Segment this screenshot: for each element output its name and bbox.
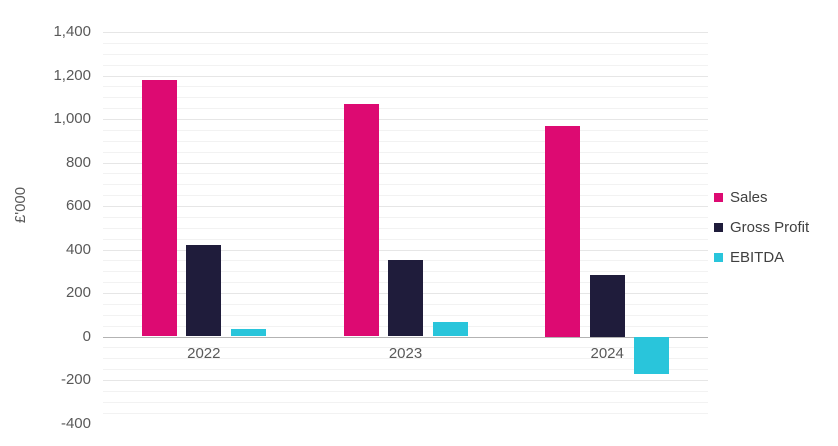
y-axis-tick-label-1-400: 1,400 [53, 23, 91, 40]
legend-item-gross-profit[interactable]: Gross Profit [714, 212, 809, 242]
minor-gridline--250 [103, 390, 708, 392]
minor-gridline--150 [103, 369, 708, 371]
legend-item-sales[interactable]: Sales [714, 182, 809, 212]
x-axis-label-2023: 2023 [388, 344, 423, 362]
minor-gridline-1100 [103, 97, 708, 99]
bar-sales-2023[interactable] [343, 103, 379, 337]
minor-gridline-700 [103, 184, 708, 186]
legend-label-ebitda: EBITDA [730, 248, 785, 266]
minor-gridline-650 [103, 195, 708, 197]
y-axis-tick-label-1-000: 1,000 [53, 110, 91, 127]
legend-item-ebitda[interactable]: EBITDA [714, 242, 809, 272]
y-axis-tick-label-400: 400 [65, 240, 91, 258]
minor-gridline--350 [103, 412, 708, 414]
legend: Sales Gross Profit EBITDA [714, 182, 809, 272]
plot-area [103, 32, 708, 424]
y-axis-tick-label-600: 600 [65, 197, 91, 214]
legend-color-swatch-ebitda [714, 252, 723, 262]
minor-gridline--50 [103, 347, 708, 349]
y-axis-tick-label--200: -200 [60, 371, 91, 388]
bar-ebitda-2022[interactable] [230, 328, 266, 337]
minor-gridline-1050 [103, 108, 708, 110]
bar-gross-profit-2023[interactable] [388, 260, 423, 337]
bar-sales-2024[interactable] [545, 125, 581, 337]
legend-color-swatch-sales [714, 192, 723, 202]
minor-gridline-750 [103, 173, 708, 175]
minor-gridline--100 [103, 358, 708, 360]
minor-gridline-900 [103, 140, 708, 142]
minor-gridline-1350 [103, 42, 708, 44]
legend-label-sales: Sales [730, 188, 768, 206]
minor-gridline-550 [103, 216, 708, 218]
y-axis-tick-label-0: 0 [82, 327, 91, 345]
y-axis-tick-label-800: 800 [65, 153, 91, 171]
x-axis-label-2024: 2024 [590, 344, 624, 362]
minor-gridline-1300 [103, 53, 708, 55]
minor-gridline-1150 [103, 86, 708, 88]
bar-ebitda-2024[interactable] [634, 336, 670, 374]
bar-ebitda-2023[interactable] [432, 322, 468, 337]
major-gridline-400 [103, 249, 708, 251]
y-axis-tick-label--400: -400 [60, 414, 91, 432]
bar-sales-2022[interactable] [141, 79, 177, 337]
minor-gridline-500 [103, 227, 708, 229]
y-axis-tick-label-200: 200 [65, 284, 91, 301]
y-axis-tick-label-1-200: 1,200 [53, 66, 91, 84]
bar-gross-profit-2022[interactable] [186, 245, 222, 337]
bar-gross-profit-2024[interactable] [589, 274, 625, 337]
minor-gridline--300 [103, 401, 708, 403]
major-gridline-1200 [103, 75, 708, 77]
minor-gridline-1250 [103, 64, 708, 66]
minor-gridline-850 [103, 151, 708, 153]
legend-color-swatch-gross-profit [714, 222, 723, 232]
minor-gridline-950 [103, 129, 708, 131]
x-axis-label-2022: 2022 [187, 344, 221, 362]
x-axis-line [103, 336, 708, 338]
major-gridline-1400 [103, 32, 708, 33]
major-gridline-1000 [103, 119, 708, 120]
major-gridline-800 [103, 162, 708, 164]
legend-label-gross-profit: Gross Profit [730, 218, 810, 236]
minor-gridline-450 [103, 238, 708, 240]
major-gridline-600 [103, 206, 708, 207]
major-gridline--200 [103, 380, 708, 381]
